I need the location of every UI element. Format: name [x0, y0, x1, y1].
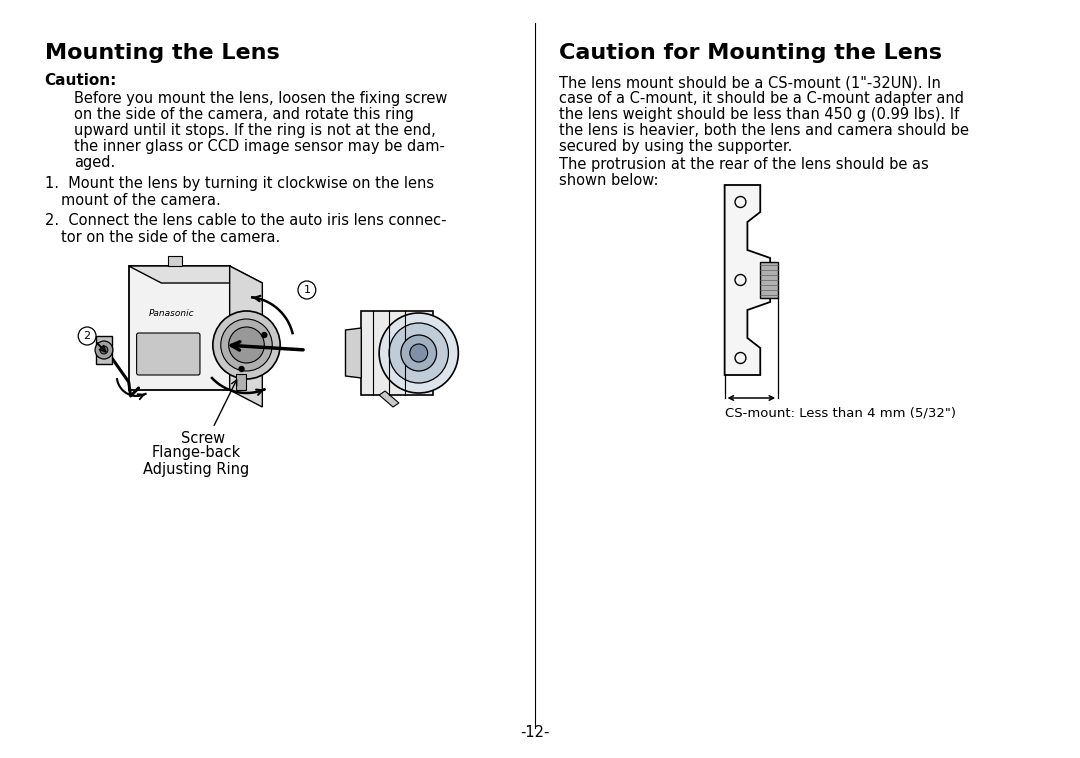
Polygon shape [129, 266, 230, 390]
Circle shape [239, 367, 244, 371]
Polygon shape [379, 391, 399, 407]
Circle shape [401, 335, 436, 371]
Circle shape [389, 323, 448, 383]
Circle shape [261, 333, 267, 337]
Circle shape [213, 311, 280, 379]
Circle shape [220, 319, 272, 371]
Text: Mounting the Lens: Mounting the Lens [44, 43, 280, 63]
Text: Caution for Mounting the Lens: Caution for Mounting the Lens [559, 43, 943, 63]
Circle shape [409, 344, 428, 362]
Text: aged.: aged. [75, 155, 116, 170]
Polygon shape [760, 262, 778, 298]
Text: the lens is heavier, both the lens and camera should be: the lens is heavier, both the lens and c… [559, 123, 970, 138]
Text: Caution:: Caution: [44, 73, 117, 88]
Circle shape [100, 346, 108, 354]
Text: -12-: -12- [519, 725, 550, 740]
Text: CS-mount: Less than 4 mm (5/32"): CS-mount: Less than 4 mm (5/32") [725, 406, 956, 419]
Text: 1: 1 [303, 285, 310, 295]
Bar [168, 256, 183, 266]
Text: Panasonic: Panasonic [148, 309, 194, 318]
Text: on the side of the camera, and rotate this ring: on the side of the camera, and rotate th… [75, 107, 414, 122]
Text: shown below:: shown below: [559, 173, 659, 188]
FancyBboxPatch shape [136, 333, 200, 375]
Polygon shape [96, 336, 112, 364]
Text: mount of the camera.: mount of the camera. [62, 193, 221, 208]
Bar [235, 374, 245, 390]
Polygon shape [725, 185, 770, 375]
Text: the inner glass or CCD image sensor may be dam-: the inner glass or CCD image sensor may … [75, 139, 445, 154]
Circle shape [229, 327, 265, 363]
Text: case of a C-mount, it should be a C-mount adapter and: case of a C-mount, it should be a C-moun… [559, 91, 964, 106]
Polygon shape [230, 266, 262, 407]
Text: Before you mount the lens, loosen the fixing screw: Before you mount the lens, loosen the fi… [75, 91, 447, 106]
Text: Flange-back
Adjusting Ring: Flange-back Adjusting Ring [143, 445, 249, 478]
Text: upward until it stops. If the ring is not at the end,: upward until it stops. If the ring is no… [75, 123, 436, 138]
Text: the lens weight should be less than 450 g (0.99 lbs). If: the lens weight should be less than 450 … [559, 107, 959, 122]
Polygon shape [362, 311, 433, 395]
Text: 2: 2 [83, 331, 91, 341]
Circle shape [379, 313, 458, 393]
Polygon shape [129, 266, 262, 283]
Text: 1.  Mount the lens by turning it clockwise on the lens: 1. Mount the lens by turning it clockwis… [44, 176, 434, 191]
Text: tor on the side of the camera.: tor on the side of the camera. [62, 230, 281, 245]
Circle shape [95, 341, 112, 359]
Text: 2.  Connect the lens cable to the auto iris lens connec-: 2. Connect the lens cable to the auto ir… [44, 213, 446, 228]
Text: The protrusion at the rear of the lens should be as: The protrusion at the rear of the lens s… [559, 157, 929, 172]
Text: secured by using the supporter.: secured by using the supporter. [559, 139, 793, 154]
Text: Screw: Screw [180, 431, 225, 446]
Text: The lens mount should be a CS-mount (1"-32UN). In: The lens mount should be a CS-mount (1"-… [559, 75, 941, 90]
Polygon shape [346, 328, 362, 378]
